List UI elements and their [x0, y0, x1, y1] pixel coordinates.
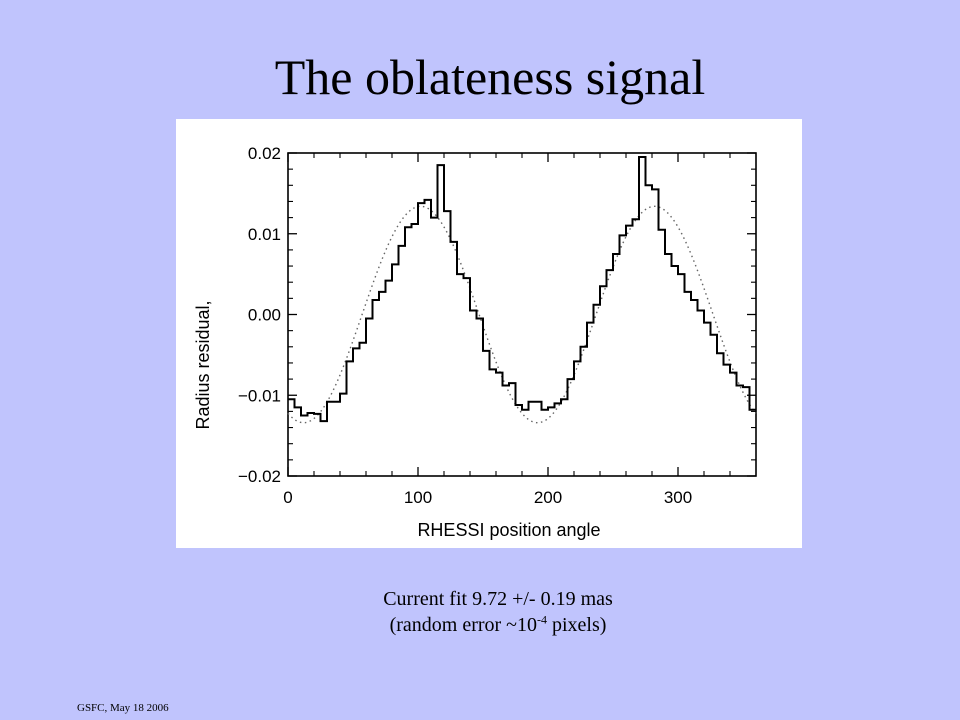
x-tick-label: 200 [534, 488, 562, 507]
plot-frame [287, 152, 757, 477]
x-axis-label: RHESSI position angle [417, 520, 600, 540]
caption-random-error: (random error ~10-4 pixels) [0, 612, 960, 638]
x-tick-label: 0 [283, 488, 292, 507]
histogram-path [288, 156, 756, 423]
caption-fit-result: Current fit 9.72 +/- 0.19 mas [383, 588, 613, 610]
oblateness-chart: 0 100 200 300 −0.02 −0.01 0.00 0.01 0.02 RHESSI … [193, 144, 757, 540]
tick-labels: 0 100 200 300 −0.02 −0.01 0.00 0.01 0.02 [238, 144, 692, 507]
residual-histogram [288, 156, 756, 423]
x-tick-label: 100 [404, 488, 432, 507]
y-axis-label: Radius residual, [193, 300, 213, 429]
plot-border [287, 152, 757, 477]
fit-curve-path [287, 205, 757, 424]
axis-ticks [287, 152, 756, 477]
caption-error-exponent: -4 [537, 612, 547, 627]
fit-curve [287, 205, 757, 424]
slide-title: The oblateness signal [274, 49, 706, 105]
x-tick-label: 300 [664, 488, 692, 507]
caption-error-prefix: (random error ~10 [389, 614, 537, 636]
y-tick-label: 0.01 [248, 225, 281, 244]
chart-panel: 0 100 200 300 −0.02 −0.01 0.00 0.01 0.02 RHESSI … [176, 119, 802, 548]
footer-date: GSFC, May 18 2006 [77, 702, 169, 714]
y-tick-label: −0.01 [238, 386, 281, 405]
caption-error-suffix: pixels) [547, 614, 607, 636]
caption: Current fit 9.72 +/- 0.19 mas (random er… [0, 586, 960, 638]
y-tick-label: −0.02 [238, 467, 281, 486]
y-tick-label: 0.02 [248, 144, 281, 163]
y-tick-label: 0.00 [248, 306, 281, 325]
